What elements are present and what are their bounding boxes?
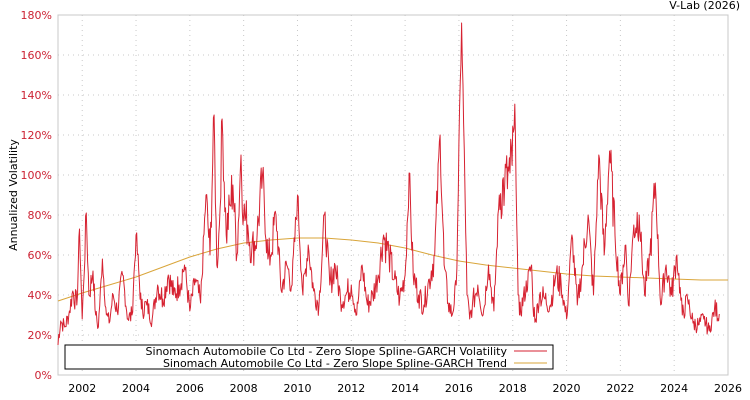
y-tick-label: 80% — [28, 209, 52, 222]
x-tick-label: 2016 — [445, 382, 473, 395]
plot-area-frame — [57, 14, 729, 376]
x-tick-label: 2002 — [68, 382, 96, 395]
y-tick-label: 140% — [21, 89, 52, 102]
y-tick-label: 120% — [21, 129, 52, 142]
x-tick-label: 2014 — [391, 382, 419, 395]
y-tick-label: 180% — [21, 9, 52, 22]
y-tick-label: 0% — [35, 369, 52, 382]
legend-label-volatility: Sinomach Automobile Co Ltd - Zero Slope … — [146, 345, 508, 358]
x-tick-label: 2010 — [283, 382, 311, 395]
legend-label-trend: Sinomach Automobile Co Ltd - Zero Slope … — [163, 357, 507, 370]
x-tick-label: 2018 — [499, 382, 527, 395]
y-tick-label: 100% — [21, 169, 52, 182]
legend-box — [64, 344, 554, 370]
volatility-series-line — [57, 22, 720, 346]
x-tick-label: 2020 — [553, 382, 581, 395]
y-axis-ticks: 0% 20% 40% 60% 80% 100% 120% 140% 160% 180% — [21, 9, 52, 382]
y-tick-label: 160% — [21, 49, 52, 62]
y-axis-label: Annualized Volatility — [7, 139, 20, 251]
x-tick-label: 2008 — [230, 382, 258, 395]
legend: Sinomach Automobile Co Ltd - Zero Slope … — [64, 344, 554, 370]
x-tick-label: 2004 — [122, 382, 150, 395]
x-tick-label: 2006 — [176, 382, 204, 395]
credit-label: V-Lab (2026) — [669, 0, 740, 12]
x-tick-label: 2024 — [660, 382, 688, 395]
x-tick-label: 2022 — [606, 382, 634, 395]
y-tick-label: 20% — [28, 329, 52, 342]
y-tick-label: 60% — [28, 249, 52, 262]
x-tick-label: 2026 — [714, 382, 742, 395]
y-tick-label: 40% — [28, 289, 52, 302]
grid-lines — [58, 15, 728, 375]
x-tick-label: 2012 — [337, 382, 365, 395]
trend-series-line — [57, 237, 728, 302]
x-axis-ticks: 2002 2004 2006 2008 2010 2012 2014 2016 2018 2020… — [68, 382, 742, 395]
